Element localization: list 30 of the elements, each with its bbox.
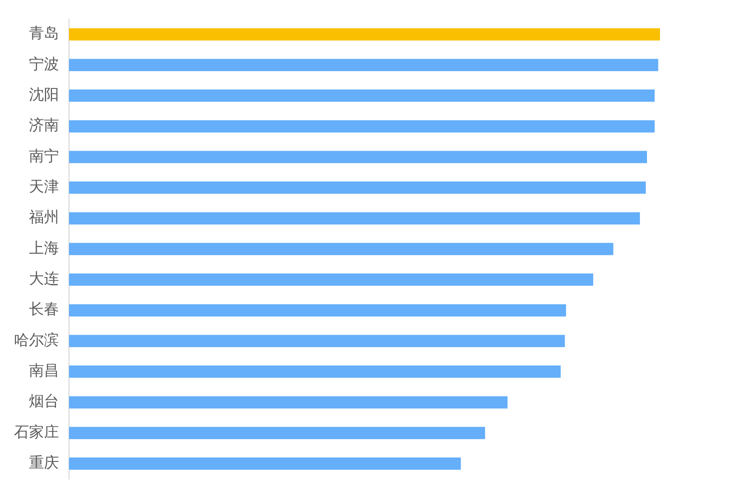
bar [69,28,660,40]
y-tick-label: 宁波 [29,54,59,73]
y-tick-label: 沈阳 [29,86,59,104]
y-tick-label: 大连 [29,270,59,288]
y-tick-label: 福州 [29,208,59,226]
y-tick-label: 哈尔滨 [14,330,59,349]
y-tick-label: 南宁 [29,146,59,165]
bar [69,396,508,408]
y-tick-label: 烟台 [29,392,59,410]
bar [69,458,461,470]
y-tick-label: 济南 [29,116,59,134]
y-tick-label: 青岛 [29,24,59,42]
bar [69,426,486,440]
bar [69,150,647,164]
y-tick-label: 重庆 [29,454,59,472]
bar [69,212,640,224]
y-tick-label: 石家庄 [14,422,59,441]
y-tick-label: 南昌 [29,362,59,380]
bar [69,274,594,286]
bar [69,182,646,194]
bar [69,304,566,316]
y-tick-label: 上海 [29,238,59,257]
bar [69,58,658,72]
bar [69,90,655,102]
y-tick-label: 天津 [29,178,59,196]
bar [69,334,565,348]
y-tick-label: 长春 [29,300,59,318]
bar [69,366,561,378]
bar [69,120,655,132]
bar [69,242,614,256]
